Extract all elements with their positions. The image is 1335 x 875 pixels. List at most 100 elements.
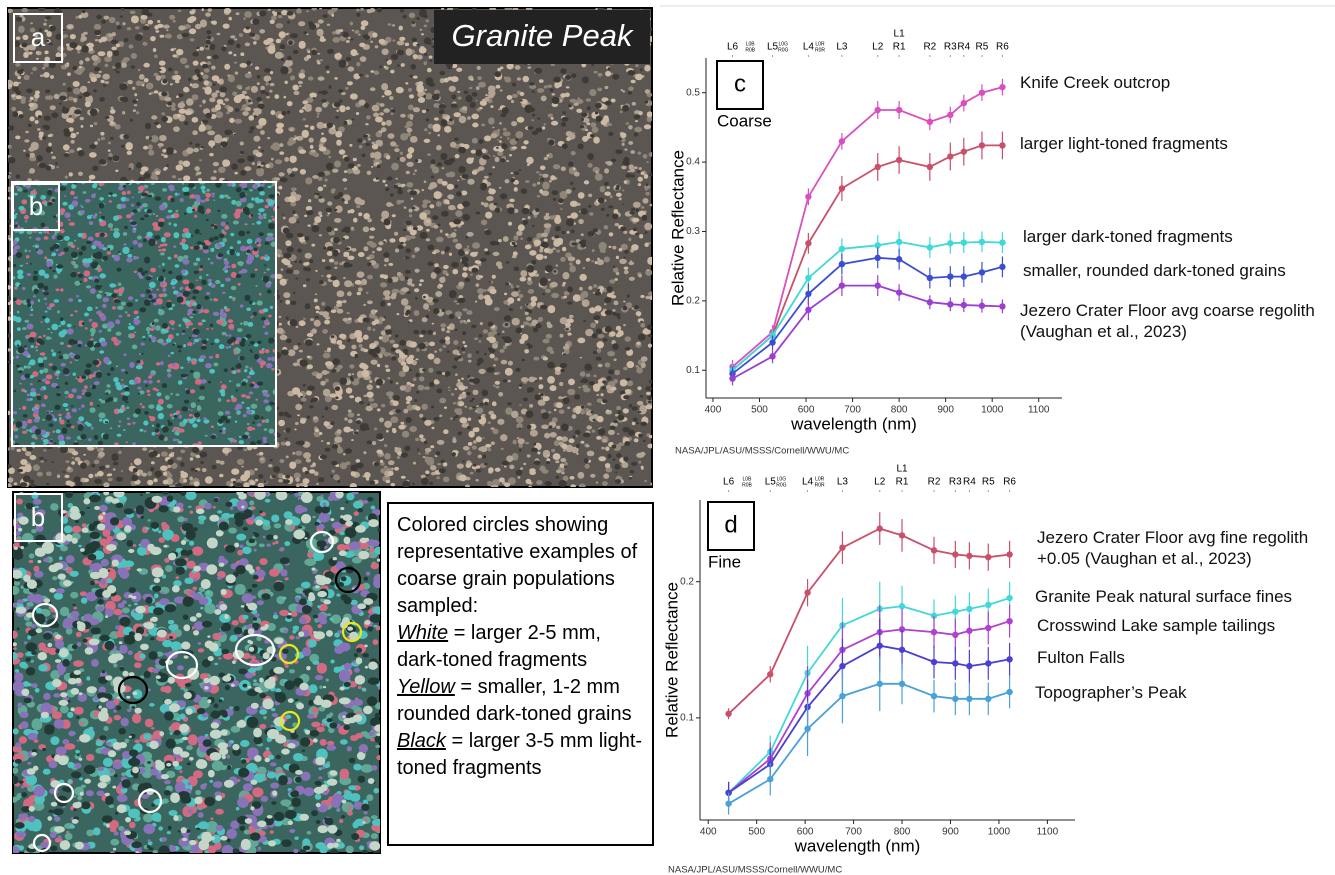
- filter-label: R3: [949, 477, 962, 488]
- y-tick-label: 0.5: [686, 87, 700, 98]
- point: [926, 163, 934, 171]
- legend-entry: larger dark-toned fragments: [1023, 227, 1233, 246]
- x-tick-label: 700: [844, 405, 861, 416]
- point: [952, 660, 959, 667]
- x-tick-label: 900: [937, 405, 954, 416]
- x-tick-label: 900: [942, 827, 959, 838]
- white-circle: [137, 788, 163, 814]
- legend-entry: Fulton Falls: [1037, 648, 1125, 667]
- panel-label: a: [31, 22, 46, 52]
- y-axis-label: Relative Reflectance: [662, 582, 681, 738]
- caption-key: Black: [397, 730, 446, 752]
- point: [947, 153, 954, 160]
- point: [952, 608, 959, 615]
- point: [947, 240, 954, 247]
- y-axis-label: Relative Reflectance: [668, 150, 687, 306]
- panel-label: c: [734, 70, 746, 97]
- x-axis-label: wavelength (nm): [790, 414, 917, 433]
- filter-label: R6: [996, 42, 1009, 53]
- filter-label-small: L0B: [743, 476, 753, 482]
- pebbles: [12, 182, 276, 446]
- texture: [13, 492, 380, 853]
- point: [874, 242, 881, 249]
- caption-text: = smaller, 1-2 mm rounded dark-toned gra…: [397, 676, 632, 725]
- point: [960, 239, 968, 246]
- filter-label: R1: [893, 42, 906, 53]
- point: [895, 238, 903, 246]
- point: [895, 106, 903, 114]
- filter-label: R6: [1003, 477, 1016, 488]
- legend-entry: Crosswind Lake sample tailings: [1037, 616, 1276, 635]
- filter-label: L3: [836, 42, 848, 53]
- legend-entry: Granite Peak natural surface fines: [1035, 587, 1293, 606]
- filter-label: L4: [803, 42, 815, 53]
- y-tick-label: 0.1: [680, 713, 694, 724]
- x-tick-label: 400: [700, 827, 717, 838]
- point: [960, 273, 968, 280]
- panel-label-box: [716, 60, 764, 110]
- point: [999, 83, 1006, 91]
- pebbles: [12, 182, 276, 446]
- point: [767, 671, 774, 678]
- circles: [31, 530, 363, 853]
- point: [725, 710, 732, 717]
- caption: Colored circles showing representative e…: [387, 502, 654, 846]
- point: [767, 775, 774, 783]
- point: [960, 301, 968, 309]
- point: [804, 589, 811, 596]
- filter-label: R5: [976, 42, 989, 53]
- point: [952, 631, 959, 639]
- pebbles: [13, 492, 380, 853]
- yellow-circle: [341, 621, 363, 643]
- point: [947, 301, 954, 308]
- filter-label-small: R0R: [815, 47, 825, 53]
- yellow-circle: [278, 643, 300, 665]
- legend-entry: Topographer’s Peak: [1035, 683, 1187, 702]
- point: [1006, 656, 1013, 663]
- point: [966, 552, 973, 560]
- point: [838, 260, 846, 268]
- black-circle: [334, 566, 362, 594]
- filter-label: L6: [723, 477, 735, 488]
- filter-label: R4: [963, 477, 976, 488]
- panel-subtitle: Fine: [708, 552, 741, 571]
- point: [1006, 551, 1013, 558]
- filter-label: L5: [765, 477, 777, 488]
- point: [999, 303, 1006, 310]
- point: [876, 680, 883, 688]
- pebbles: [13, 492, 380, 853]
- panel-b-inset-image: [12, 182, 276, 446]
- filter-label: L2: [872, 42, 884, 53]
- filter-label-small: R0B: [745, 47, 755, 53]
- pebbles: [8, 8, 652, 487]
- x-tick-label: 500: [748, 827, 765, 838]
- point: [804, 725, 811, 732]
- x-tick-label: 700: [845, 827, 862, 838]
- panel-label: b: [29, 191, 43, 221]
- inset-frame: [11, 181, 277, 447]
- point: [874, 282, 881, 289]
- filter-label: R1: [896, 477, 909, 488]
- point: [930, 658, 938, 666]
- point: [966, 627, 973, 634]
- title-box: [434, 10, 650, 64]
- filter-label: L1: [896, 464, 908, 475]
- point: [769, 353, 776, 360]
- filter-label-small: L0G: [777, 476, 787, 482]
- point: [985, 660, 992, 667]
- point: [960, 148, 968, 155]
- filter-label: R4: [957, 42, 970, 53]
- point: [838, 138, 846, 145]
- white-circle: [165, 650, 199, 680]
- point: [985, 601, 992, 609]
- credit: NASA/JPL/ASU/MSSS/Cornell/WWU/MC: [668, 865, 842, 875]
- credit: NASA/JPL/ASU/MSSS/Cornell/WWU/MC: [675, 446, 849, 457]
- x-tick-label: 600: [798, 405, 815, 416]
- filter-label: R2: [928, 477, 941, 488]
- point: [898, 646, 906, 653]
- pebbles: [12, 182, 275, 446]
- x-tick-label: 600: [797, 827, 814, 838]
- texture: [8, 8, 652, 487]
- point: [978, 302, 986, 309]
